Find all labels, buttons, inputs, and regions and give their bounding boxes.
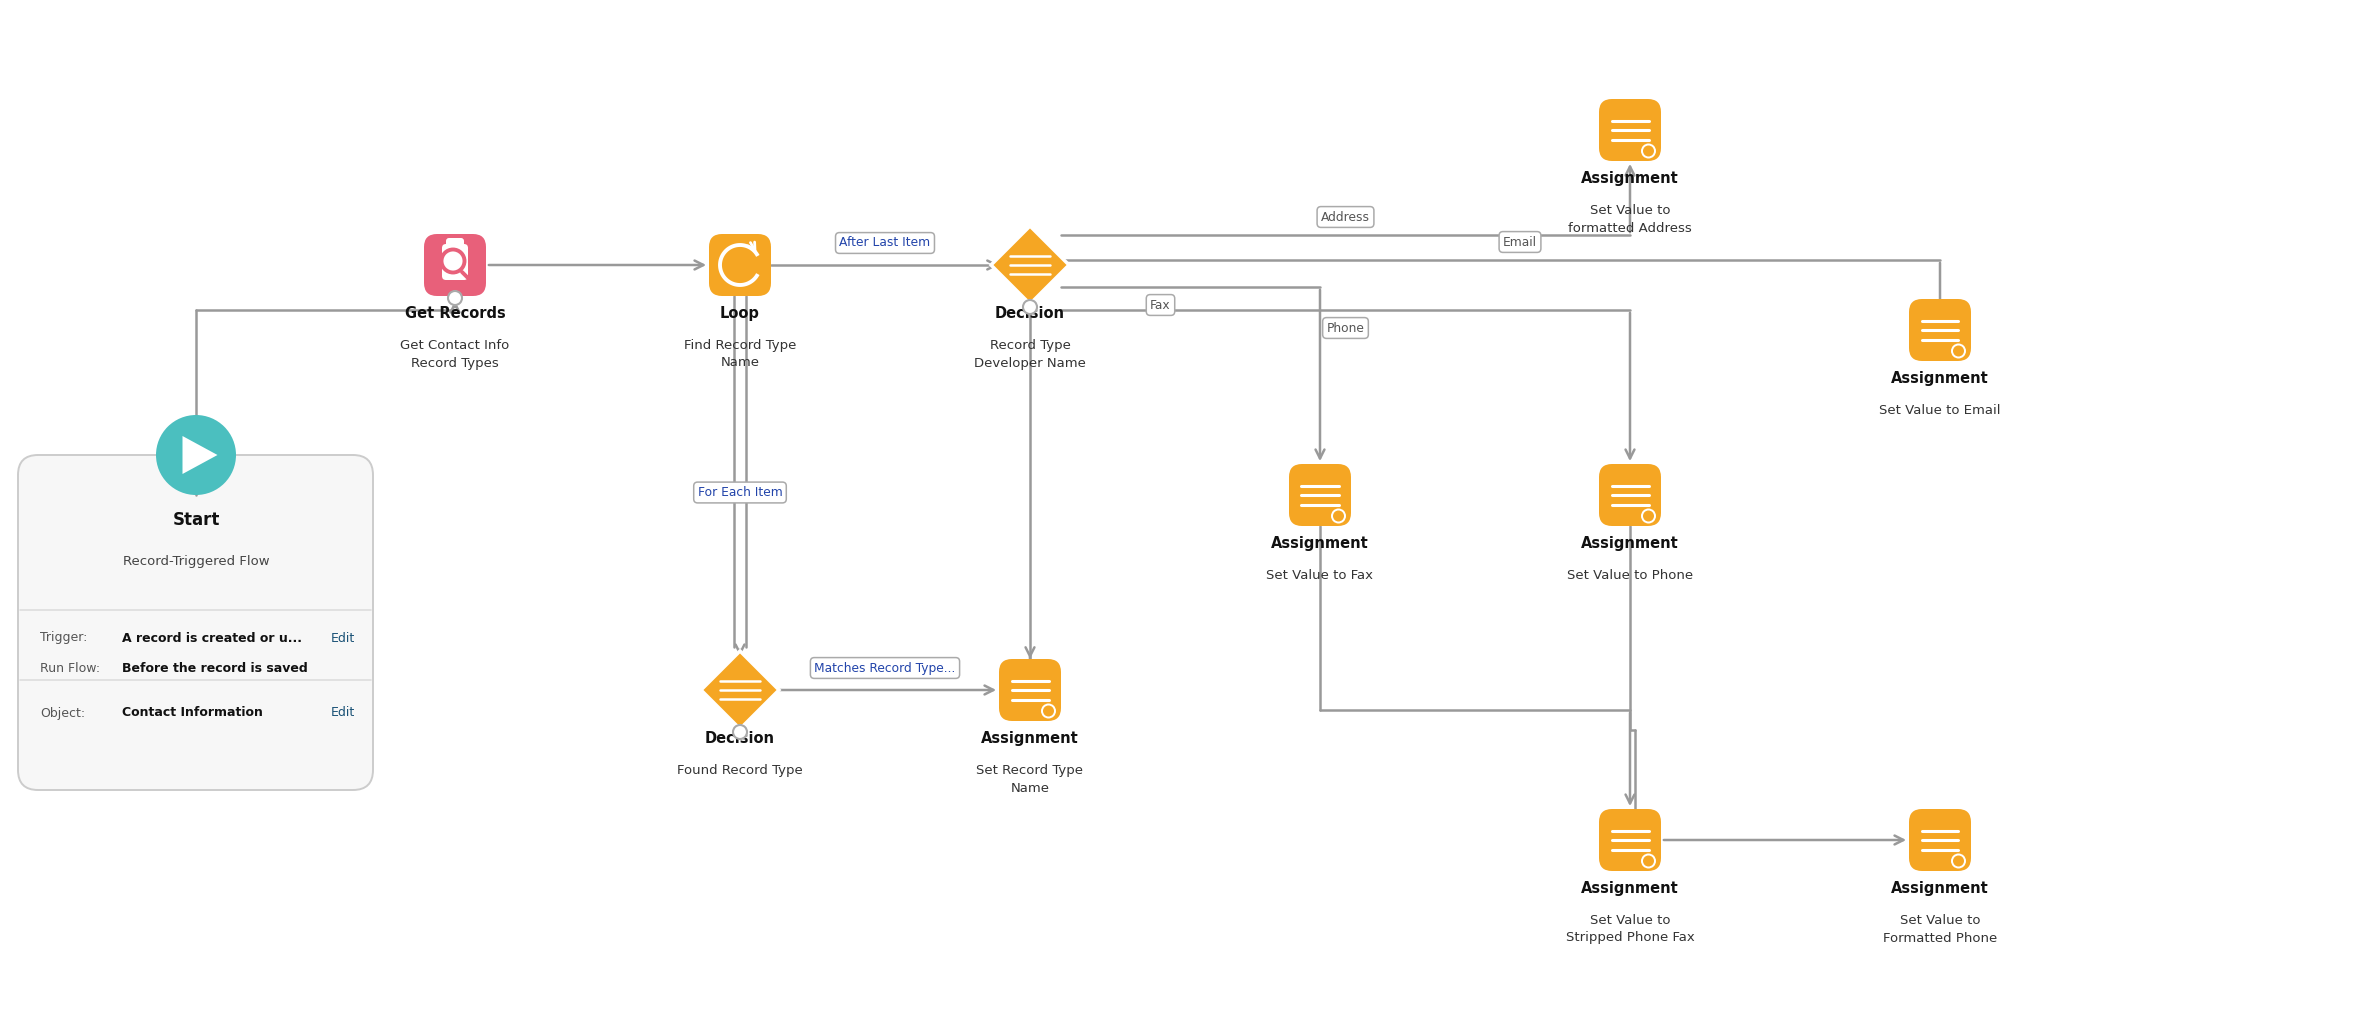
Text: Run Flow:: Run Flow:	[40, 661, 99, 674]
Text: Record Type
Developer Name: Record Type Developer Name	[975, 339, 1086, 369]
FancyBboxPatch shape	[441, 244, 467, 280]
Text: Edit: Edit	[330, 707, 354, 720]
Text: Get Records: Get Records	[404, 306, 505, 321]
Text: Loop: Loop	[720, 306, 760, 321]
Text: Fax: Fax	[1149, 298, 1171, 311]
FancyBboxPatch shape	[1600, 809, 1661, 871]
Circle shape	[1331, 508, 1345, 523]
Text: For Each Item: For Each Item	[699, 486, 784, 499]
Text: Set Value to Phone: Set Value to Phone	[1567, 569, 1692, 582]
Text: Object:: Object:	[40, 707, 85, 720]
Circle shape	[1333, 510, 1343, 521]
Text: Address: Address	[1322, 211, 1371, 223]
FancyBboxPatch shape	[425, 234, 486, 296]
Text: Assignment: Assignment	[1581, 536, 1678, 551]
Text: Start: Start	[172, 511, 219, 529]
Text: Assignment: Assignment	[1581, 881, 1678, 896]
Circle shape	[1954, 856, 1964, 867]
Text: Decision: Decision	[996, 306, 1064, 321]
Text: Edit: Edit	[330, 632, 354, 645]
Polygon shape	[182, 436, 217, 474]
Text: Trigger:: Trigger:	[40, 632, 87, 645]
Circle shape	[1022, 300, 1036, 314]
Text: After Last Item: After Last Item	[840, 236, 930, 249]
FancyBboxPatch shape	[1289, 464, 1350, 526]
Text: Set Value to Email: Set Value to Email	[1879, 404, 2001, 417]
Circle shape	[1643, 145, 1654, 156]
Circle shape	[1954, 346, 1964, 357]
Text: Get Contact Info
Record Types: Get Contact Info Record Types	[401, 339, 510, 369]
Text: Set Value to Fax: Set Value to Fax	[1267, 569, 1374, 582]
Circle shape	[734, 725, 748, 739]
Circle shape	[1643, 510, 1654, 521]
Circle shape	[1952, 854, 1966, 869]
Text: Email: Email	[1503, 235, 1536, 248]
FancyBboxPatch shape	[19, 455, 373, 790]
Text: Contact Information: Contact Information	[123, 707, 262, 720]
Circle shape	[156, 415, 236, 495]
Text: Assignment: Assignment	[1890, 881, 1989, 896]
Text: Record-Triggered Flow: Record-Triggered Flow	[123, 556, 269, 569]
Text: Set Value to
Stripped Phone Fax: Set Value to Stripped Phone Fax	[1565, 914, 1694, 944]
FancyBboxPatch shape	[446, 238, 465, 248]
Polygon shape	[991, 226, 1069, 304]
Text: Assignment: Assignment	[1272, 536, 1369, 551]
Text: Set Record Type
Name: Set Record Type Name	[977, 764, 1083, 795]
Text: Assignment: Assignment	[1581, 171, 1678, 186]
Circle shape	[1640, 854, 1657, 869]
Circle shape	[1952, 344, 1966, 359]
Text: Phone: Phone	[1326, 321, 1364, 335]
Text: Before the record is saved: Before the record is saved	[123, 661, 307, 674]
FancyBboxPatch shape	[1600, 99, 1661, 161]
Text: A record is created or u...: A record is created or u...	[123, 632, 302, 645]
Circle shape	[1640, 508, 1657, 523]
FancyBboxPatch shape	[1909, 809, 1971, 871]
Circle shape	[1640, 144, 1657, 158]
Text: Set Value to
formatted Address: Set Value to formatted Address	[1567, 204, 1692, 234]
Text: Assignment: Assignment	[1890, 371, 1989, 386]
Circle shape	[448, 291, 463, 305]
Text: Matches Record Type...: Matches Record Type...	[814, 661, 956, 674]
FancyBboxPatch shape	[708, 234, 772, 296]
Text: Found Record Type: Found Record Type	[677, 764, 802, 777]
Text: Assignment: Assignment	[982, 731, 1079, 746]
FancyBboxPatch shape	[998, 659, 1062, 721]
Circle shape	[1041, 704, 1055, 719]
Polygon shape	[701, 651, 779, 729]
FancyBboxPatch shape	[1909, 299, 1971, 361]
Text: Set Value to
Formatted Phone: Set Value to Formatted Phone	[1883, 914, 1997, 944]
FancyBboxPatch shape	[1600, 464, 1661, 526]
Text: Decision: Decision	[706, 731, 774, 746]
Circle shape	[1043, 706, 1055, 717]
Text: Find Record Type
Name: Find Record Type Name	[684, 339, 795, 369]
Circle shape	[1643, 856, 1654, 867]
